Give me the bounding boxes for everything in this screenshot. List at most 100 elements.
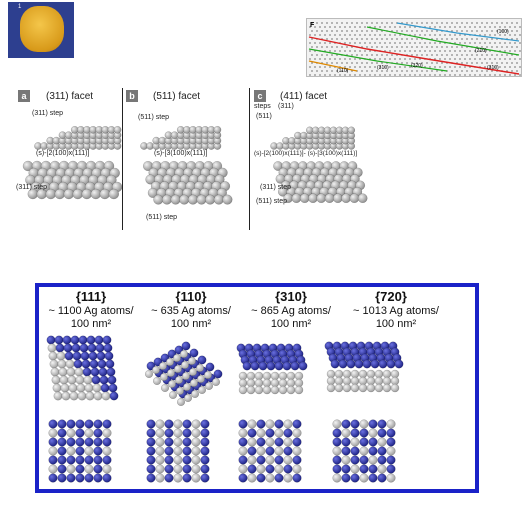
lattice-dot xyxy=(336,30,338,32)
gray-atom xyxy=(341,455,351,465)
panel-f-label: (320) xyxy=(411,63,423,69)
lattice-dot xyxy=(459,66,461,68)
blue-atom xyxy=(66,437,76,447)
lattice-dot xyxy=(416,62,418,64)
lattice-dot xyxy=(319,58,321,60)
gray-atom xyxy=(238,378,248,388)
gray-atom xyxy=(191,446,201,456)
gray-atom xyxy=(56,351,66,361)
lattice-dot xyxy=(314,58,316,60)
blue-atom xyxy=(368,473,378,483)
lattice-dot xyxy=(481,62,483,64)
gray-atom xyxy=(196,194,207,205)
lattice-dot xyxy=(476,62,478,64)
lattice-dot xyxy=(419,42,421,44)
lattice-dot xyxy=(504,66,506,68)
blue-atom xyxy=(57,446,67,456)
facet-title: {720} xyxy=(375,289,407,304)
step-label: (311) step xyxy=(32,110,63,117)
lattice-dot xyxy=(321,54,323,56)
lattice-dot xyxy=(394,74,396,76)
lattice-dot xyxy=(414,74,416,76)
lattice-dot xyxy=(454,34,456,36)
blue-atom xyxy=(48,437,58,447)
blue-atom xyxy=(370,359,380,369)
blue-atom xyxy=(164,437,174,447)
lattice-dot xyxy=(311,62,313,64)
lattice-dot xyxy=(351,38,353,40)
gray-atom xyxy=(332,419,342,429)
lattice-dot xyxy=(359,74,361,76)
lattice-dot xyxy=(321,30,323,32)
lattice-dot xyxy=(336,22,338,24)
lattice-dot xyxy=(496,22,498,24)
lattice-dot xyxy=(484,50,486,52)
blue-atom xyxy=(292,419,302,429)
lattice-dot xyxy=(486,22,488,24)
blue-atom xyxy=(164,464,174,474)
lattice-dot xyxy=(336,46,338,48)
lattice-dot xyxy=(381,46,383,48)
blue-atom xyxy=(332,437,342,447)
lattice-dot xyxy=(331,70,333,72)
lattice-dot xyxy=(451,70,453,72)
lattice-dot xyxy=(494,26,496,28)
lattice-dot xyxy=(436,46,438,48)
gray-atom xyxy=(358,383,368,393)
gray-atom xyxy=(84,446,94,456)
lattice-dot xyxy=(429,74,431,76)
blue-atom xyxy=(84,419,94,429)
step-formula: (s)-[2(100)x(111)]- (s)-[3(100)x(111)] xyxy=(254,150,358,157)
lattice-dot xyxy=(394,42,396,44)
lattice-dot xyxy=(364,74,366,76)
lattice-dot xyxy=(331,22,333,24)
lattice-dot xyxy=(514,58,516,60)
lattice-dot xyxy=(361,70,363,72)
lattice-dot xyxy=(329,74,331,76)
atom-density-unit: 100 nm² xyxy=(375,318,417,330)
gray-atom xyxy=(57,359,67,369)
gold-nanoparticle xyxy=(20,6,64,52)
lattice-dot xyxy=(439,26,441,28)
gray-atom xyxy=(69,391,79,401)
lattice-dot xyxy=(516,70,518,72)
lattice-dot xyxy=(424,74,426,76)
lattice-dot xyxy=(456,30,458,32)
gray-atom xyxy=(173,464,183,474)
lattice-dot xyxy=(394,34,396,36)
gray-atom xyxy=(67,375,77,385)
lattice-dot xyxy=(329,50,331,52)
blue-atom xyxy=(200,428,210,438)
blue-atom xyxy=(146,419,156,429)
lattice-dot xyxy=(424,50,426,52)
lattice-dot xyxy=(436,54,438,56)
blue-atom xyxy=(200,419,210,429)
gray-atom xyxy=(374,376,384,386)
gray-atom xyxy=(77,391,87,401)
lattice-dot xyxy=(429,34,431,36)
lattice-dot xyxy=(376,22,378,24)
lattice-dot xyxy=(324,42,326,44)
step-formula: (s)-[3(100)x(111)] xyxy=(154,150,208,157)
silver-facets-figure: {111} ~ 1100 Ag atoms/ 100 nm² {110} ~ 6… xyxy=(35,283,479,493)
thumbnail-label: 1 xyxy=(18,4,22,10)
lattice-dot xyxy=(494,58,496,60)
lattice-dot xyxy=(316,46,318,48)
step-label: (311) step xyxy=(260,184,291,191)
gray-atom xyxy=(189,379,198,388)
lattice-dot xyxy=(449,50,451,52)
lattice-dot xyxy=(369,50,371,52)
blue-atom xyxy=(88,351,98,361)
blue-atom xyxy=(368,437,378,447)
lattice-dot xyxy=(519,66,521,68)
lattice-dot xyxy=(389,34,391,36)
lattice-dot xyxy=(489,34,491,36)
gray-atom xyxy=(182,383,191,392)
steps-label: steps xyxy=(254,103,271,110)
lattice-dot xyxy=(456,22,458,24)
lattice-dot xyxy=(424,42,426,44)
step-formula: (s)-[2(100)x(111)] xyxy=(36,150,90,157)
lattice-dot xyxy=(469,42,471,44)
gray-atom xyxy=(278,385,288,395)
blue-atom xyxy=(200,437,210,447)
